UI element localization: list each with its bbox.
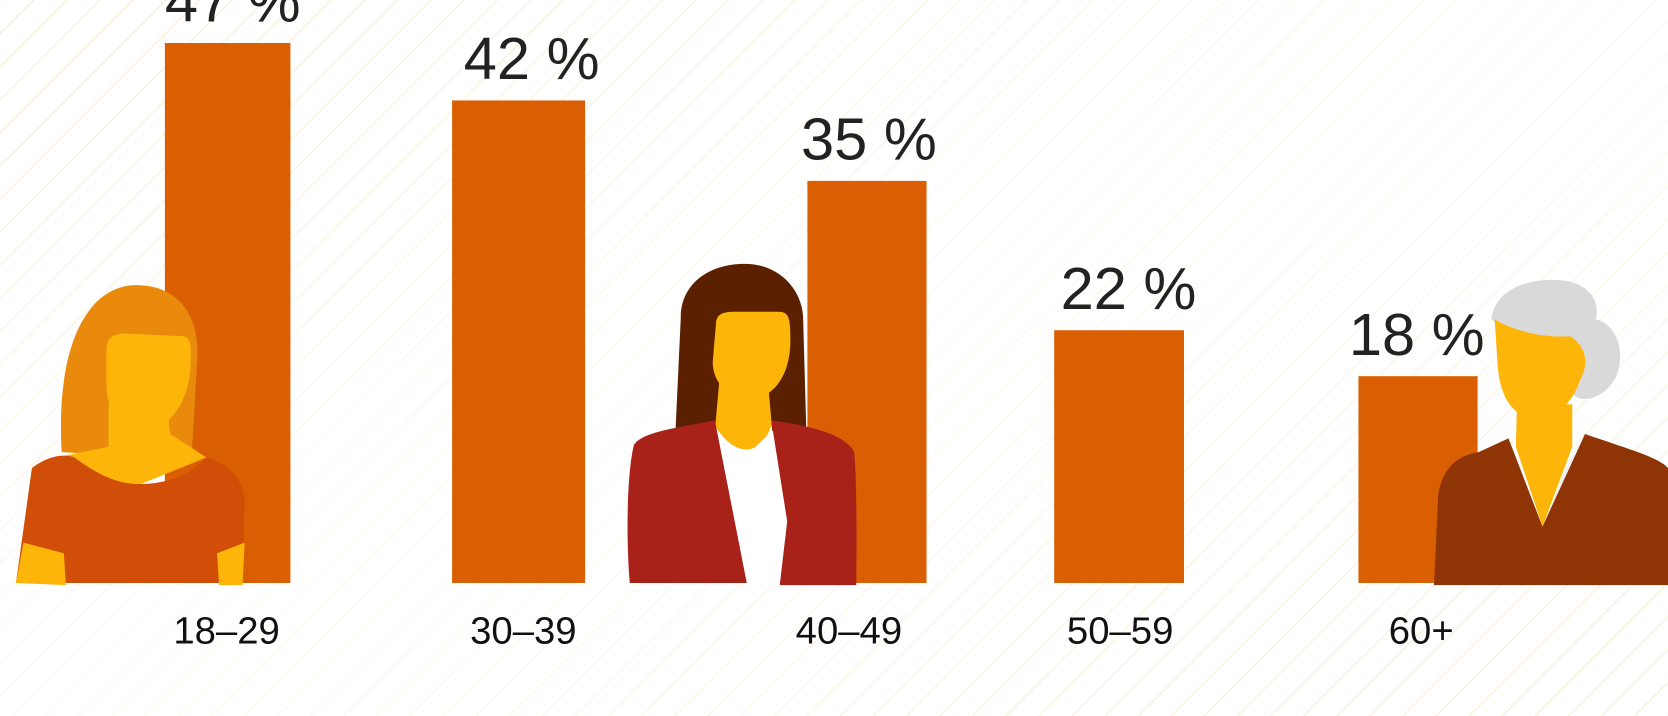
x-tick-label: 30–39 xyxy=(470,610,576,653)
value-label: 42 % xyxy=(464,25,600,92)
value-label: 22 % xyxy=(1061,255,1197,322)
x-tick-label: 40–49 xyxy=(796,610,902,653)
x-tick-label: 18–29 xyxy=(173,610,279,653)
figure-young-woman xyxy=(15,285,245,586)
bar xyxy=(452,100,586,583)
figure-woman xyxy=(627,263,857,586)
bar xyxy=(1054,330,1184,583)
value-label: 18 % xyxy=(1349,301,1485,368)
x-tick-label: 50–59 xyxy=(1067,610,1173,653)
value-label: 35 % xyxy=(801,106,937,173)
x-tick-label: 60+ xyxy=(1389,610,1454,653)
value-label: 47 % xyxy=(165,0,301,35)
